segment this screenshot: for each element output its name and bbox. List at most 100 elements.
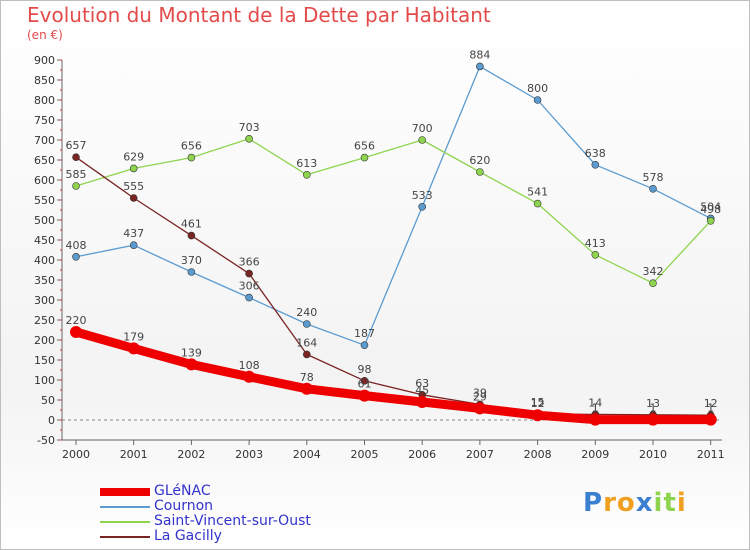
data-label: 98: [358, 363, 372, 376]
data-label: 1: [707, 402, 714, 415]
data-point: [187, 268, 196, 276]
y-tick-label: 850: [34, 74, 55, 87]
data-point: [300, 382, 313, 395]
legend-swatch: [100, 535, 150, 538]
data-label: 39: [473, 386, 487, 399]
brand-logo-letter: P: [583, 488, 604, 518]
data-label: 413: [585, 237, 606, 250]
data-label: 656: [181, 140, 202, 153]
data-label: 78: [300, 371, 314, 384]
data-point: [72, 153, 80, 161]
data-point: [591, 251, 600, 259]
data-label: 504: [700, 200, 721, 213]
legend-swatch: [100, 520, 150, 523]
data-label: 220: [66, 314, 87, 327]
y-tick-label: 700: [34, 134, 55, 147]
brand-logo-letter: o: [616, 488, 636, 518]
legend-label: GLéNAC: [154, 483, 211, 499]
data-point: [647, 413, 659, 426]
data-point: [302, 350, 311, 359]
data-point: [72, 182, 80, 190]
data-point: [416, 396, 429, 408]
y-tick-label: 500: [34, 214, 55, 227]
legend: GLéNAC Cournon Saint-Vincent-sur-Oust La Ga…: [100, 484, 311, 544]
x-tick-label: 2001: [120, 448, 148, 461]
y-tick-label: 200: [34, 334, 55, 347]
data-point: [302, 320, 311, 328]
y-tick-label: 800: [34, 94, 55, 107]
data-point: [129, 164, 138, 173]
data-label: 541: [527, 186, 548, 199]
axes-group: -50 0 50 100 150 200 250 300 350 400 450 500 550 600 6…: [34, 54, 725, 461]
data-point: [533, 199, 542, 208]
data-label: 620: [469, 154, 490, 167]
legend-item: Saint-Vincent-sur-Oust: [100, 514, 311, 529]
x-tick-label: 2002: [177, 448, 205, 461]
y-tick-label: 50: [41, 394, 55, 407]
data-point: [302, 171, 311, 179]
data-label: 437: [123, 227, 144, 240]
brand-logo-letter: r: [603, 488, 617, 518]
data-point: [649, 185, 657, 193]
data-label: 629: [123, 150, 144, 163]
x-tick-label: 2005: [351, 448, 379, 461]
data-label: 800: [527, 82, 548, 95]
x-tick-label: 2009: [581, 448, 609, 461]
data-point: [185, 358, 198, 371]
y-tick-label: 300: [34, 294, 55, 307]
brand-logo-letter: i: [676, 488, 687, 518]
data-point: [649, 279, 657, 288]
x-tick-label: 2006: [408, 448, 436, 461]
data-label: 884: [469, 48, 490, 61]
data-label: 703: [239, 121, 260, 134]
data-label: 1: [592, 402, 599, 415]
data-point: [706, 217, 715, 225]
data-points-group: [70, 62, 717, 426]
series-line: [71, 327, 716, 425]
y-tick-label: 550: [34, 194, 55, 207]
legend-label: Cournon: [154, 498, 214, 514]
brand-logo-letter: t: [663, 488, 677, 518]
data-point: [360, 153, 369, 162]
data-point: [358, 389, 371, 402]
data-label: 187: [354, 327, 375, 340]
y-tick-label: 650: [34, 154, 55, 167]
data-label: 700: [412, 122, 433, 135]
data-point: [418, 203, 427, 211]
data-point: [70, 326, 82, 338]
data-label: 370: [181, 254, 202, 267]
data-point: [245, 269, 253, 278]
legend-item: GLéNAC: [100, 484, 311, 499]
x-tick-label: 2003: [235, 448, 263, 461]
data-label: 240: [296, 306, 317, 319]
series-line: [75, 156, 712, 416]
legend-swatch: [100, 487, 150, 496]
data-label: 342: [643, 265, 664, 278]
brand-logo-letter: i: [653, 488, 664, 518]
data-point: [476, 62, 484, 71]
data-point: [531, 409, 544, 422]
data-label: 61: [358, 378, 372, 391]
data-point: [129, 194, 138, 202]
data-label: 638: [585, 147, 606, 160]
legend-label: Saint-Vincent-sur-Oust: [154, 513, 311, 529]
data-label: 45: [415, 384, 429, 397]
legend-item: Cournon: [100, 499, 311, 514]
data-label: 63: [415, 377, 429, 390]
x-tick-label: 2010: [639, 448, 667, 461]
data-point: [591, 161, 600, 169]
data-point: [533, 96, 542, 104]
data-label: 13: [646, 397, 660, 410]
y-tick-label: 750: [34, 114, 55, 127]
series-line: [75, 65, 712, 346]
data-label: 12: [704, 397, 718, 410]
y-tick-label: 350: [34, 274, 55, 287]
y-tick-label: 900: [34, 54, 55, 67]
chart-title: Evolution du Montant de la Dette par Hab…: [27, 3, 491, 27]
x-tick-label: 2007: [466, 448, 494, 461]
data-point: [704, 413, 717, 426]
y-tick-label: 0: [48, 414, 55, 427]
data-point: [360, 376, 369, 385]
